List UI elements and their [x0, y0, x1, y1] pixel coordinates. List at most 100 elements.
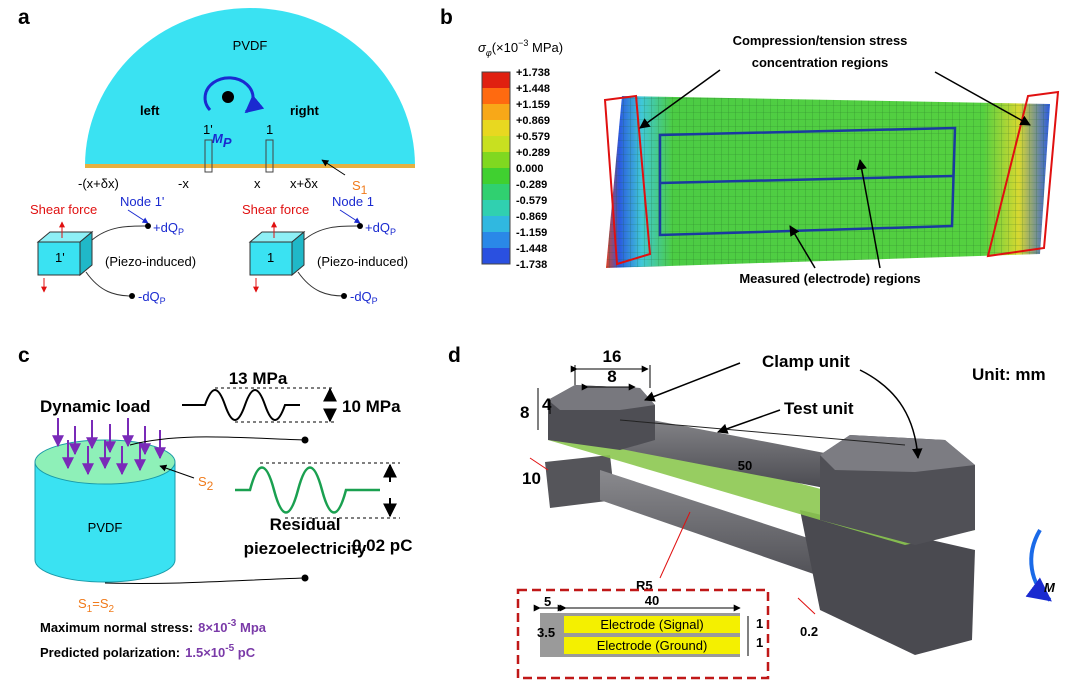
unit: MPa): [528, 40, 563, 55]
surface: S: [352, 178, 361, 193]
colorbar-tick-label: +0.579: [516, 131, 550, 143]
shape-path: [130, 437, 305, 445]
colorbar-band: [482, 152, 510, 168]
charge-sub: P: [160, 296, 166, 306]
shape-circle: [302, 437, 309, 444]
shape-circle: [222, 91, 234, 103]
amplitude-label: 10 MPa: [342, 397, 401, 416]
node-label: Node 1': [120, 194, 164, 209]
colorbar-band: [482, 72, 510, 88]
dimension: 16: [603, 347, 622, 366]
shape-path: [182, 390, 300, 420]
figure: a PVDF left right MP 1' 1 -(x+δx) -x x x…: [0, 0, 1074, 682]
lead: [298, 272, 344, 296]
annotation: Compression/tension stress: [733, 33, 908, 48]
load-label: Dynamic load: [40, 397, 151, 416]
node-dot: [129, 293, 135, 299]
charge-sub: P: [178, 227, 184, 237]
shape-polygon: [548, 385, 655, 410]
shape-line: [718, 410, 780, 432]
moment-label: M: [1044, 580, 1056, 595]
dimension: 1: [756, 616, 763, 631]
colorbar-tick-label: 0.000: [516, 163, 544, 175]
charge-label: -dQP: [138, 289, 166, 306]
dimension: 8: [520, 403, 529, 422]
material-label: PVDF: [233, 38, 268, 53]
residual-label: piezoelectricity: [244, 539, 367, 558]
colorbar-band: [482, 120, 510, 136]
node-dot: [357, 223, 363, 229]
polarization-line: Predicted polarization:1.5×10-5 pC: [40, 643, 256, 660]
dimension: 8: [607, 367, 616, 386]
colorbar-band: [482, 232, 510, 248]
residual-label: Residual: [270, 515, 341, 534]
colorbar-band: [482, 248, 510, 264]
material-label: PVDF: [88, 520, 123, 535]
colorbar-tick-label: +0.289: [516, 147, 550, 159]
shape-g: 1'Shear forceNode 1'+dQP(Piezo-induced)-…: [30, 194, 408, 306]
node-dot: [341, 293, 347, 299]
annotation: Test unit: [784, 399, 854, 418]
panel-label: d: [448, 344, 461, 367]
unit-label: Unit: mm: [972, 365, 1046, 384]
side-label: right: [290, 103, 320, 118]
stress-unit: Mpa: [236, 620, 266, 635]
unit: (×10: [492, 40, 518, 55]
lead: [92, 226, 148, 240]
node-arrow: [340, 210, 360, 223]
dimension: 10: [522, 469, 541, 488]
annotation: concentration regions: [752, 55, 889, 70]
charge-sub: P: [390, 227, 396, 237]
colorbar-band: [482, 88, 510, 104]
node-label: 1': [203, 122, 213, 137]
colorbar-band: [482, 200, 510, 216]
annotation: Clamp unit: [762, 352, 850, 371]
dimension: 5: [544, 594, 551, 609]
colorbar-band: [482, 184, 510, 200]
surface-sub: 2: [207, 479, 214, 493]
node-arrow: [128, 210, 148, 223]
peak-label: 13 MPa: [229, 369, 288, 388]
node-label: 1: [266, 122, 273, 137]
dimension: 0.2: [800, 624, 818, 639]
colorbar-tick-label: +1.448: [516, 83, 550, 95]
colorbar-band: [482, 216, 510, 232]
shear-label: Shear force: [242, 202, 309, 217]
colorbar-band: [482, 168, 510, 184]
cube-label: 1: [267, 250, 274, 265]
shape-g: +1.738+1.448+1.159+0.869+0.579+0.2890.00…: [482, 67, 550, 271]
colorbar-tick-label: -0.869: [516, 211, 547, 223]
charge: +dQ: [153, 220, 178, 235]
node-label: Node 1: [332, 194, 374, 209]
note: (Piezo-induced): [317, 254, 408, 269]
position-label: -(x+δx): [78, 176, 119, 191]
colorbar-tick-label: +0.869: [516, 115, 550, 127]
panel-label: b: [440, 6, 453, 29]
dimension: 50: [738, 458, 752, 473]
annotation: Measured (electrode) regions: [739, 271, 920, 286]
charge: -dQ: [350, 289, 372, 304]
shape-path: [235, 468, 380, 513]
panel-label: c: [18, 344, 30, 367]
shape-line: [798, 598, 815, 614]
dimension: 40: [645, 593, 659, 608]
panel-label: a: [18, 6, 30, 29]
position-label: -x: [178, 176, 189, 191]
charge-label: +dQP: [365, 220, 396, 237]
stress-line: Maximum normal stress:8×10-3 Mpa: [40, 618, 267, 635]
surface: S: [100, 596, 109, 611]
dimension: 3.5: [537, 625, 555, 640]
colorbar-tick-label: -1.738: [516, 259, 547, 271]
stress-label: Maximum normal stress:: [40, 620, 193, 635]
charge-sub: P: [372, 296, 378, 306]
dimension: 4: [542, 395, 552, 414]
colorbar-tick-label: +1.159: [516, 99, 550, 111]
charge-label: +dQP: [153, 220, 184, 237]
charge: +dQ: [365, 220, 390, 235]
stress-value: 8×10: [198, 620, 227, 635]
colorbar-tick-label: -1.159: [516, 227, 547, 239]
colorbar-band: [482, 136, 510, 152]
equals: =: [92, 596, 100, 611]
node-dot: [145, 223, 151, 229]
lead: [86, 272, 132, 296]
